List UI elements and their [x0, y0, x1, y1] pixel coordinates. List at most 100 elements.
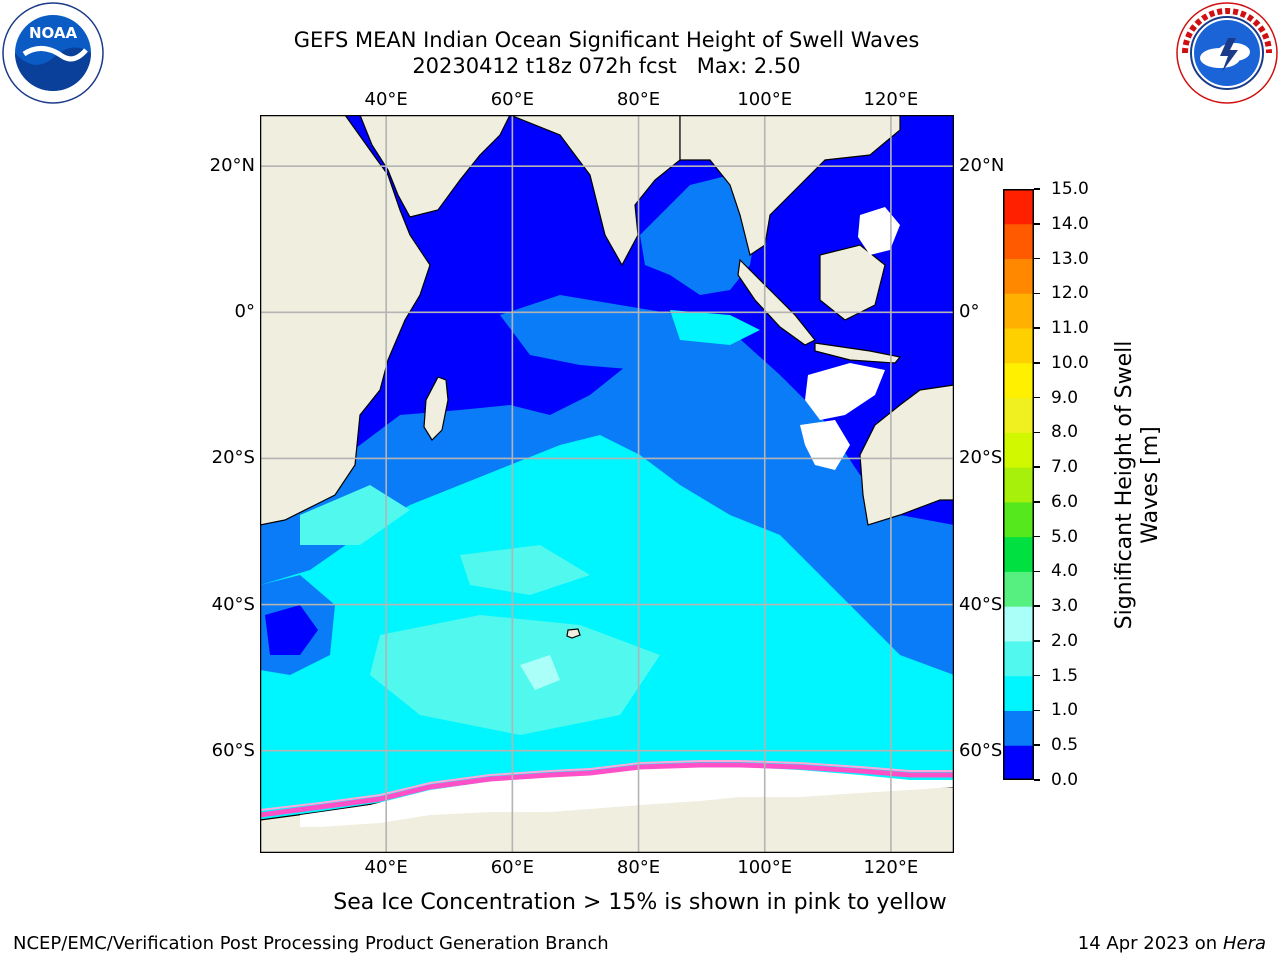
- land-borneo: [819, 244, 886, 321]
- no-data-indonesia: [805, 363, 885, 420]
- colorbar-tick-label-1.0: 1.0: [1051, 700, 1079, 721]
- map-canvas: [259, 114, 955, 854]
- nws-logo-icon: [1176, 2, 1278, 104]
- lat-label-right-20°S: 20°S: [959, 447, 1003, 469]
- sea-ice-note: Sea Ice Concentration > 15% is shown in …: [333, 890, 947, 915]
- colorbar-tick-label-1.5: 1.5: [1051, 665, 1079, 686]
- colorbar-swatch-4.0-5.0: [1003, 536, 1034, 572]
- colorbar-tick-mark-5.0: [1034, 535, 1040, 538]
- colorbar-swatch-0.0-0.5: [1003, 745, 1034, 781]
- colorbar-label: Significant Height of Swell Waves [m]: [1112, 285, 1168, 685]
- no-data-nw-australia: [800, 420, 850, 470]
- colorbar-tick-label-5.0: 5.0: [1051, 526, 1079, 547]
- lon-label-top-80°E: 80°E: [616, 89, 661, 110]
- land-kerguelen: [566, 628, 581, 639]
- colorbar-tick-mark-6.0: [1034, 501, 1040, 503]
- colorbar-tick-mark-11.0: [1034, 327, 1040, 329]
- colorbar-tick-mark-2.0: [1034, 640, 1040, 642]
- colorbar-swatch-5.0-6.0: [1003, 501, 1034, 538]
- colorbar-tick-mark-8.0: [1034, 431, 1040, 434]
- colorbar-swatch-3.0-4.0: [1003, 571, 1034, 607]
- noaa-logo: NOAA: [2, 2, 104, 104]
- swell-band-1.0-1.5-east: [670, 310, 760, 345]
- colorbar-swatch-1.5-2.0: [1003, 640, 1034, 677]
- footer-date: 14 Apr 2023 on Hera: [1078, 933, 1266, 954]
- colorbar-tick-mark-1.5: [1034, 674, 1040, 677]
- colorbar-tick-label-10.0: 10.0: [1051, 352, 1089, 373]
- land-africa: [260, 115, 431, 526]
- colorbar-tick-mark-0.0: [1034, 779, 1040, 781]
- colorbar-swatch-9.0-10.0: [1003, 362, 1034, 399]
- lon-label-top-60°E: 60°E: [490, 89, 534, 110]
- lat-label-right-40°S: 40°S: [959, 593, 1003, 615]
- colorbar-tick-label-4.0: 4.0: [1051, 561, 1079, 582]
- colorbar-tick-mark-10.0: [1034, 362, 1040, 364]
- land-sumatra: [737, 258, 816, 346]
- graticule: [260, 115, 954, 853]
- colorbar-swatch-6.0-7.0: [1003, 467, 1034, 503]
- lon-label-bottom-120°E: 120°E: [863, 857, 919, 878]
- swell-band-1.5-2.0-b: [300, 485, 410, 545]
- colorbar-tick-label-3.0: 3.0: [1051, 596, 1079, 617]
- colorbar-tick-label-2.0: 2.0: [1051, 630, 1079, 651]
- colorbar-tick-label-11.0: 11.0: [1051, 318, 1089, 339]
- lat-label-right-20°N: 20°N: [959, 155, 1005, 177]
- colorbar-border: [1003, 189, 1034, 780]
- swell-very-low-pocket: [265, 605, 318, 655]
- sea-ice-fringe-light: [260, 760, 954, 811]
- no-data-indonesia-2: [858, 207, 900, 255]
- colorbar-swatch-1.0-1.5: [1003, 675, 1034, 711]
- lon-label-top-100°E: 100°E: [737, 89, 793, 110]
- lon-label-bottom-100°E: 100°E: [737, 857, 793, 878]
- footer-host: Hera: [1222, 933, 1266, 954]
- noaa-logo-icon: NOAA: [2, 2, 104, 104]
- lat-label-left-60°S: 60°S: [211, 739, 255, 761]
- colorbar-tick-label-12.0: 12.0: [1051, 283, 1089, 304]
- land-australia: [859, 384, 954, 526]
- lat-label-left-20°S: 20°S: [211, 447, 255, 469]
- colorbar-tick-mark-1.0: [1034, 709, 1040, 712]
- lat-label-left-0°: 0°: [234, 301, 255, 323]
- colorbar-tick-label-0.5: 0.5: [1051, 735, 1079, 756]
- colorbar-tick-mark-3.0: [1034, 605, 1040, 607]
- colorbar-tick-label-9.0: 9.0: [1051, 387, 1079, 408]
- footer-date-text: 14 Apr 2023 on: [1077, 933, 1223, 954]
- title-line-2: 20230412 t18z 072h fcst Max: 2.50: [412, 54, 801, 78]
- colorbar-tick-label-7.0: 7.0: [1051, 457, 1079, 478]
- land-java: [814, 342, 902, 364]
- colorbar-tick-label-15.0: 15.0: [1051, 179, 1089, 199]
- colorbar-tick-label-0.0: 0.0: [1051, 770, 1079, 790]
- colorbar-label-line-2: Waves [m]: [1138, 426, 1163, 544]
- lon-label-bottom-60°E: 60°E: [490, 857, 534, 878]
- map-border: [259, 114, 955, 854]
- map-frame: [259, 114, 955, 854]
- colorbar-tick-label-8.0: 8.0: [1051, 422, 1079, 443]
- colorbar-swatch-14.0-15.0: [1003, 189, 1034, 225]
- colorbar-tick-label-14.0: 14.0: [1051, 213, 1089, 234]
- lat-label-right-0°: 0°: [959, 301, 980, 323]
- swell-band-2.0-3.0: [520, 655, 560, 690]
- sea-ice-fringe-pink: [260, 762, 954, 818]
- swell-band-1.5-2.0-c: [460, 545, 590, 595]
- colorbar-tick-label-6.0: 6.0: [1051, 491, 1079, 512]
- colorbar-tick-mark-12.0: [1034, 292, 1040, 295]
- colorbar-swatch-0.5-1.0: [1003, 710, 1034, 746]
- colorbar-swatch-7.0-8.0: [1003, 432, 1034, 468]
- nws-logo: [1176, 2, 1278, 104]
- lon-label-bottom-80°E: 80°E: [616, 857, 661, 878]
- swell-band-0.5-1.0-north: [640, 175, 760, 295]
- colorbar-swatch-2.0-3.0: [1003, 606, 1034, 642]
- lat-label-left-20°N: 20°N: [209, 155, 255, 177]
- lat-label-right-60°S: 60°S: [959, 739, 1003, 761]
- colorbar-tick-mark-4.0: [1034, 570, 1040, 573]
- lon-label-top-120°E: 120°E: [863, 89, 919, 110]
- colorbar-tick-mark-0.5: [1034, 744, 1040, 746]
- colorbar-tick-mark-15.0: [1034, 188, 1040, 190]
- lon-label-top-40°E: 40°E: [364, 89, 408, 110]
- colorbar-swatch-10.0-11.0: [1003, 328, 1034, 364]
- colorbar-swatch-12.0-13.0: [1003, 258, 1034, 294]
- lon-label-bottom-40°E: 40°E: [364, 857, 408, 878]
- colorbar-swatch-11.0-12.0: [1003, 293, 1034, 329]
- lat-label-left-40°S: 40°S: [211, 593, 255, 615]
- footer-credit: NCEP/EMC/Verification Post Processing Pr…: [13, 933, 609, 954]
